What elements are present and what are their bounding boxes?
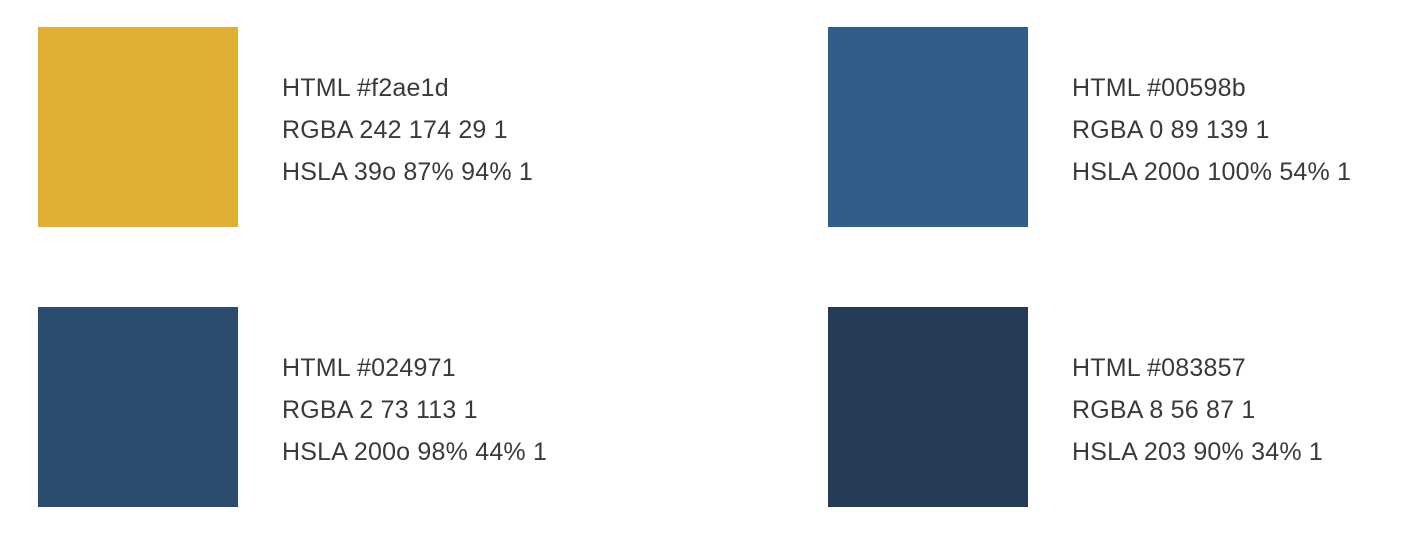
color-swatch	[828, 307, 1028, 507]
color-swatch-card: HTML #083857 RGBA 8 56 87 1 HSLA 203 90%…	[828, 307, 1426, 507]
color-swatch-card: HTML #00598b RGBA 0 89 139 1 HSLA 200o 1…	[828, 27, 1426, 227]
color-values: HTML #024971 RGBA 2 73 113 1 HSLA 200o 9…	[282, 347, 547, 473]
color-values: HTML #f2ae1d RGBA 242 174 29 1 HSLA 39o …	[282, 67, 533, 193]
rgba-value: RGBA 8 56 87 1	[1072, 396, 1256, 424]
color-swatch	[38, 307, 238, 507]
rgba-value: RGBA 0 89 139 1	[1072, 116, 1270, 144]
color-swatch-card: HTML #f2ae1d RGBA 242 174 29 1 HSLA 39o …	[38, 27, 638, 227]
color-swatch-card: HTML #024971 RGBA 2 73 113 1 HSLA 200o 9…	[38, 307, 638, 507]
html-value: HTML #00598b	[1072, 74, 1246, 102]
hsla-value: HSLA 39o 87% 94% 1	[282, 158, 533, 186]
hsla-value: HSLA 200o 98% 44% 1	[282, 438, 548, 466]
hsla-value: HSLA 200o 100% 54% 1	[1072, 158, 1352, 186]
rgba-value: RGBA 242 174 29 1	[282, 116, 508, 144]
color-swatch	[38, 27, 238, 227]
html-value: HTML #083857	[1072, 354, 1246, 382]
html-value: HTML #024971	[282, 354, 456, 382]
color-values: HTML #00598b RGBA 0 89 139 1 HSLA 200o 1…	[1072, 67, 1351, 193]
hsla-value: HSLA 203 90% 34% 1	[1072, 438, 1323, 466]
rgba-value: RGBA 2 73 113 1	[282, 396, 478, 424]
color-values: HTML #083857 RGBA 8 56 87 1 HSLA 203 90%…	[1072, 347, 1323, 473]
color-swatch	[828, 27, 1028, 227]
html-value: HTML #f2ae1d	[282, 74, 449, 102]
